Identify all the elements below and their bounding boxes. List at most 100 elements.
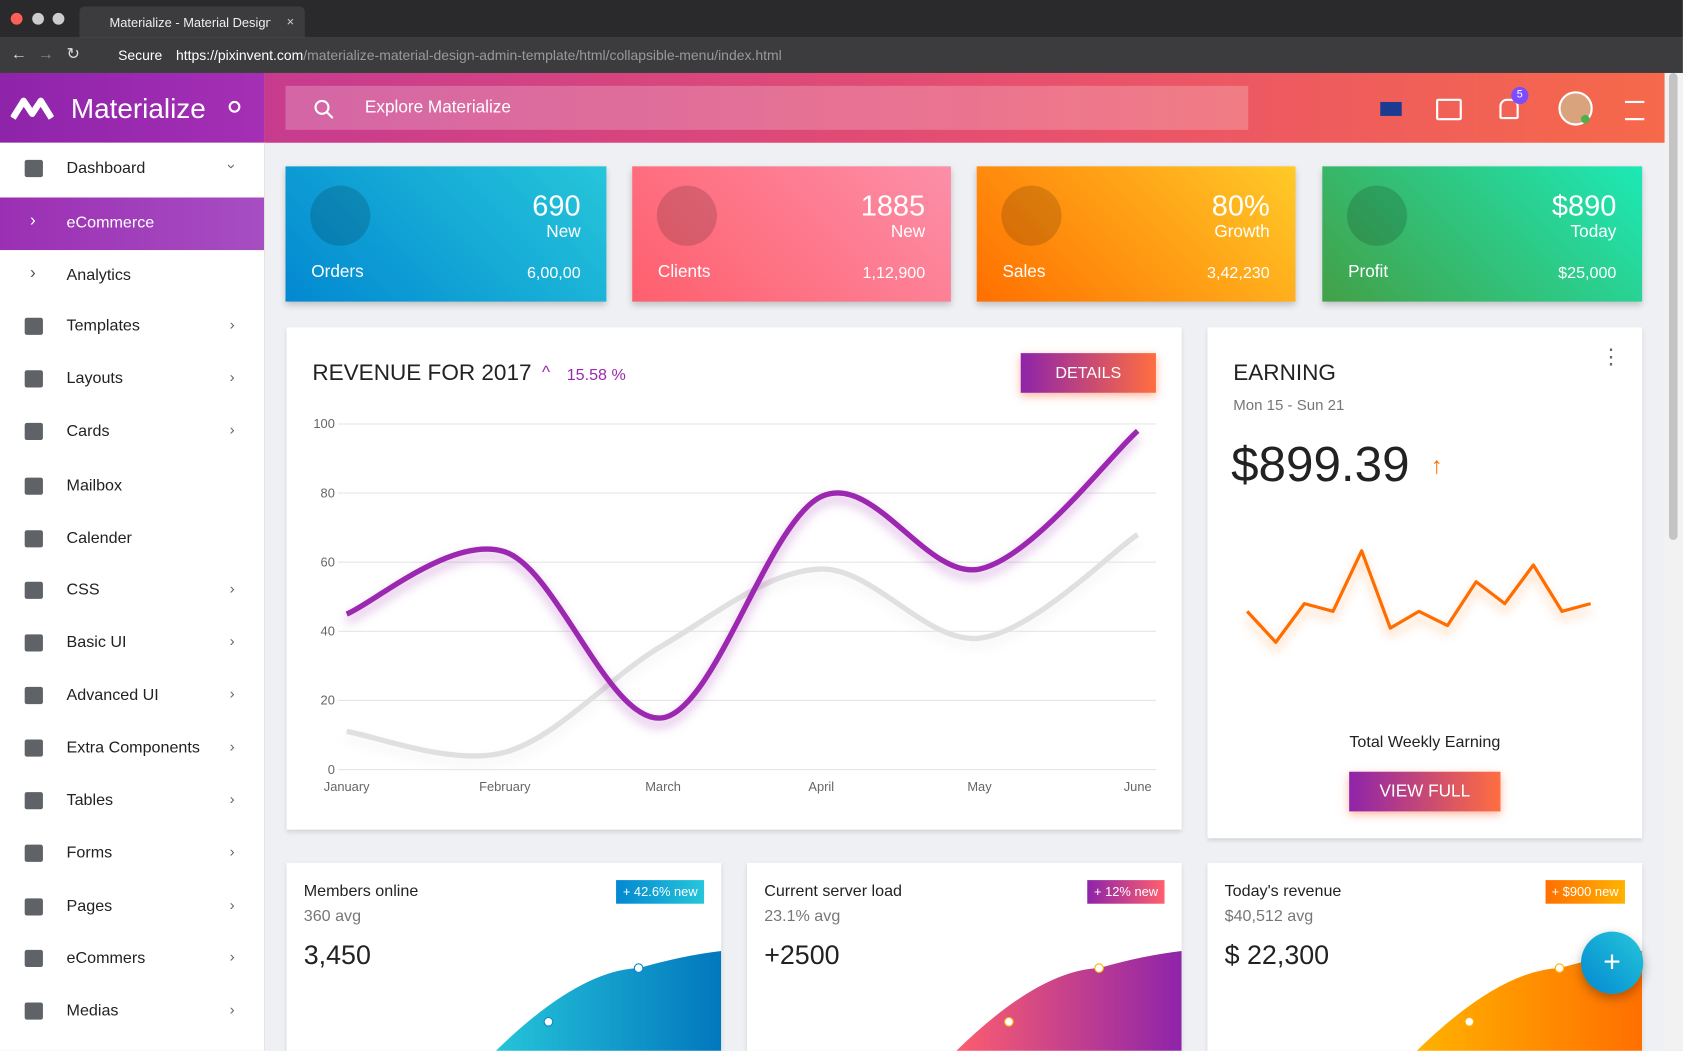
mini-value: $ 22,300 — [1224, 940, 1330, 971]
stat-sub: Growth — [1214, 223, 1270, 242]
menu-item[interactable]: Dashboard › — [0, 143, 264, 195]
bell-icon[interactable] — [1499, 98, 1519, 120]
menu-icon[interactable] — [1624, 100, 1645, 121]
details-button[interactable]: DETAILS — [1020, 353, 1156, 393]
secure-label: Secure — [118, 47, 163, 64]
tab[interactable]: Materialize - Material Design A × — [79, 6, 305, 38]
fullscreen-icon[interactable] — [1436, 98, 1462, 121]
menu-item[interactable]: Mailbox — [0, 460, 264, 512]
menu-label: Medias — [66, 1001, 119, 1020]
fab-button[interactable]: + — [1580, 931, 1644, 994]
menu-item[interactable]: Extra Components › — [0, 722, 264, 774]
menu-item[interactable]: Tables › — [0, 775, 264, 827]
menu-item[interactable]: Medias › — [0, 985, 264, 1037]
stat-label: Profit — [1348, 262, 1389, 282]
stat-value: 1885 — [860, 189, 926, 223]
mini-card: Today's revenue $40,512 avg $ 22,300 + $900… — [1207, 862, 1643, 1051]
notification-badge: 5 — [1511, 86, 1529, 105]
mini-avg: $40,512 avg — [1224, 906, 1314, 926]
menu-item-active[interactable]: › eCommerce — [0, 197, 265, 251]
flag[interactable] — [1380, 101, 1402, 116]
menu-label: Layouts — [66, 369, 123, 388]
stat-label: Clients — [657, 262, 711, 282]
stat-total: 6,00,00 — [526, 264, 581, 283]
stat-label: Sales — [1002, 262, 1046, 282]
menu-item[interactable]: Calender — [0, 513, 264, 565]
menu-label: CSS — [66, 580, 100, 599]
menu-item[interactable]: Pages › — [0, 881, 264, 933]
menu-label: Calender — [66, 529, 132, 548]
stat-value: 80% — [1211, 189, 1270, 223]
menu-item[interactable]: eCommers › — [0, 933, 264, 985]
view-full-button[interactable]: VIEW FULL — [1349, 771, 1501, 812]
sidebar: Dashboard › › eCommerce › Analytics Templat… — [0, 142, 266, 1051]
menu-label: Mailbox — [66, 476, 123, 495]
menu-item[interactable]: Cards › — [0, 406, 264, 458]
address-bar: ← → ↻ Secure https://pixinvent.com/mater… — [0, 37, 1683, 73]
menu-item[interactable]: › Analytics — [30, 264, 131, 285]
menu-label: Advanced UI — [66, 685, 159, 705]
menu-item[interactable]: Layouts › — [0, 353, 264, 405]
menu-label: Forms — [66, 843, 113, 862]
search-box[interactable]: Explore Materialize — [285, 85, 1249, 130]
stat-sub: Today — [1570, 223, 1617, 242]
stat-card: 80% Growth Sales 3,42,230 — [976, 166, 1296, 302]
menu-item[interactable]: Advanced UI › — [0, 670, 264, 722]
mini-value: +2500 — [764, 940, 840, 971]
earning-card: EARNING ⋮ Mon 15 - Sun 21 $899.39 ↑ Tota… — [1207, 327, 1643, 839]
menu-item[interactable]: CSS › — [0, 565, 264, 617]
mini-avg: 360 avg — [303, 906, 362, 926]
earning-footer: Total Weekly Earning — [1349, 733, 1501, 752]
menu-item[interactable]: Forms › — [0, 828, 264, 880]
brand[interactable]: Materialize — [70, 92, 206, 125]
menu-label: Basic UI — [66, 633, 127, 652]
mini-value: 3,450 — [303, 940, 371, 971]
stat-total: 3,42,230 — [1207, 264, 1270, 283]
menu-label: Dashboard — [66, 158, 146, 178]
url-host: https://pixinvent.com — [176, 47, 304, 64]
earning-range: Mon 15 - Sun 21 — [1233, 396, 1345, 414]
search-placeholder: Explore Materialize — [364, 98, 511, 117]
menu-item[interactable]: Basic UI › — [0, 617, 264, 669]
menu-label: Tables — [66, 791, 114, 810]
mini-title: Current server load — [764, 882, 902, 901]
stat-card: $890 Today Profit $25,000 — [1322, 166, 1643, 302]
mini-badge: + $900 new — [1545, 880, 1625, 904]
menu-label: Extra Components — [66, 738, 200, 757]
brand-area: Materialize — [0, 72, 265, 143]
earning-title: EARNING — [1233, 360, 1336, 386]
mini-title: Members online — [303, 882, 419, 901]
mini-card: Current server load 23.1% avg +2500 + 12% n… — [747, 862, 1182, 1051]
stat-value: $890 — [1551, 189, 1617, 223]
tab-bar: Materialize - Material Design A × — [0, 0, 1683, 38]
mini-avg: 23.1% avg — [764, 906, 841, 926]
header: Explore Materialize 5 — [264, 72, 1665, 143]
url[interactable]: https://pixinvent.com/materialize-materi… — [176, 47, 782, 63]
menu-label: Analytics — [66, 266, 131, 285]
stat-total: $25,000 — [1558, 264, 1617, 283]
earning-amount: $899.39 — [1231, 435, 1410, 492]
menu-label: Pages — [66, 897, 113, 916]
stat-value: 690 — [532, 189, 581, 223]
menu-label: Templates — [66, 316, 140, 335]
mini-badge: + 12% new — [1087, 880, 1165, 904]
mini-badge: + 42.6% new — [616, 880, 705, 904]
button-label: DETAILS — [1055, 363, 1122, 383]
menu-item[interactable]: Templates › — [0, 301, 264, 353]
stat-sub: New — [890, 223, 926, 242]
menu-label: Cards — [66, 421, 110, 441]
revenue-card: REVENUE FOR 2017 ^ 15.58 % DETAILS — [286, 327, 1182, 830]
mini-card: Members online 360 avg 3,450 + 42.6% new — [286, 862, 722, 1051]
stat-total: 1,12,900 — [862, 264, 926, 283]
revenue-title: REVENUE FOR 2017 — [312, 360, 532, 386]
revenue-change: 15.58 % — [566, 365, 626, 385]
mini-title: Today's revenue — [1224, 882, 1342, 901]
stat-card: 1885 New Clients 1,12,900 — [632, 166, 951, 302]
tab-title: Materialize - Material Design A — [109, 15, 271, 31]
stat-sub: New — [546, 223, 581, 242]
menu-label: eCommerce — [66, 213, 155, 232]
menu-label: eCommers — [66, 948, 146, 968]
stat-label: Orders — [311, 262, 364, 282]
